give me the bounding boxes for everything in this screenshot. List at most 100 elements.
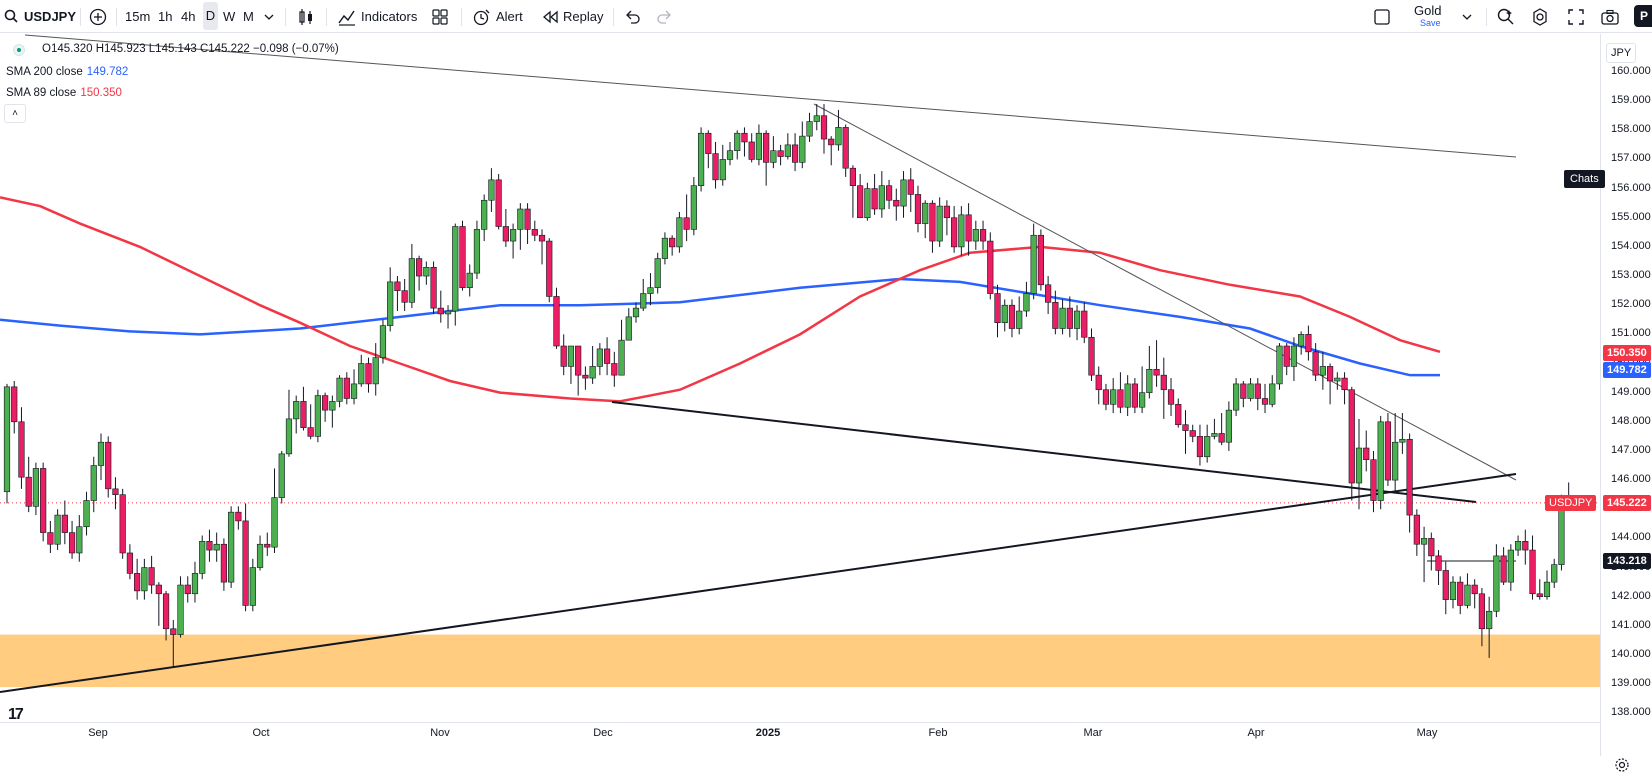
candle-down <box>322 395 329 411</box>
candle-down <box>155 584 162 595</box>
candle-down <box>748 141 755 160</box>
candle-up <box>1514 541 1522 551</box>
candle-down <box>1283 345 1290 367</box>
candle-down <box>394 281 401 291</box>
candle-up <box>661 237 669 259</box>
candle-down <box>791 144 799 163</box>
candle-up <box>488 179 495 201</box>
price-chart[interactable] <box>0 34 1600 722</box>
timeframe-1h[interactable]: 1h <box>158 9 173 24</box>
candle-down <box>893 199 900 207</box>
candle-down <box>1167 389 1175 405</box>
chevron-down-icon[interactable] <box>1460 7 1474 27</box>
candle-up <box>647 287 654 294</box>
market-status-dot[interactable] <box>13 44 25 56</box>
candle-down <box>553 296 560 347</box>
candle-down <box>914 194 922 224</box>
candle-down <box>560 345 567 367</box>
axis-settings-gear-icon[interactable] <box>1614 757 1630 773</box>
candle-down <box>437 307 444 315</box>
layout-square-icon[interactable] <box>1372 7 1392 27</box>
candle-up <box>256 543 264 568</box>
currency-label[interactable]: JPY <box>1606 43 1637 63</box>
candle-down <box>842 127 849 169</box>
candle-down <box>1117 389 1124 408</box>
candle-up <box>191 573 199 595</box>
settings-gear-icon[interactable] <box>1530 7 1550 27</box>
candle-up <box>423 267 430 277</box>
fullscreen-icon[interactable] <box>1566 7 1586 27</box>
candle-up <box>199 541 206 574</box>
profile-button[interactable]: P <box>1634 5 1652 27</box>
candle-down <box>401 290 408 303</box>
quick-search-icon[interactable] <box>1496 7 1516 27</box>
collapse-legend-button[interactable]: ˄ <box>4 104 26 123</box>
timeframe-15m[interactable]: 15m <box>125 9 151 24</box>
templates-grid-icon[interactable] <box>430 7 450 27</box>
alert-label: Alert <box>496 9 523 24</box>
candle-down <box>1095 374 1102 391</box>
layout-save-button[interactable]: Gold Save <box>1412 0 1466 33</box>
ascending-trendline <box>0 473 1517 693</box>
candle-down <box>416 258 423 277</box>
candle-up <box>54 514 61 545</box>
candle-down <box>25 476 32 507</box>
candle-down <box>820 115 828 140</box>
candle-down <box>1081 310 1088 338</box>
sma200-legend[interactable]: SMA 200 close 149.782 <box>6 66 128 78</box>
candle-down <box>1254 383 1261 399</box>
timeframe-w[interactable]: W <box>223 9 236 24</box>
candle-down <box>11 386 18 423</box>
chevron-down-icon[interactable] <box>262 7 276 27</box>
price-tick-label: 155.000 <box>1611 210 1651 223</box>
candle-down <box>1037 234 1044 286</box>
candle-down <box>1066 307 1073 329</box>
alert-button[interactable]: Alert <box>471 0 527 33</box>
candle-down <box>683 217 690 230</box>
redo-icon[interactable] <box>655 7 675 27</box>
sma200-price-badge: 149.782 <box>1603 362 1651 378</box>
candle-up <box>509 229 517 242</box>
save-label: Save <box>1420 18 1441 28</box>
candles-chart-type-icon[interactable] <box>296 7 316 27</box>
candle-down <box>849 167 857 186</box>
candle-up <box>97 441 105 466</box>
candle-down <box>1406 438 1413 516</box>
time-axis[interactable]: Sep Oct Nov Dec 2025 Feb Mar Apr May <box>0 722 1600 757</box>
timeframe-4h[interactable]: 4h <box>181 9 196 24</box>
candle-up <box>1290 345 1298 367</box>
candle-up <box>770 150 777 163</box>
candle-down <box>1153 369 1160 376</box>
candle-down <box>1312 351 1319 376</box>
undo-icon[interactable] <box>622 7 642 27</box>
candle-up <box>350 383 358 399</box>
candle-down <box>502 226 509 242</box>
candle-up <box>1030 234 1037 294</box>
candle-down <box>857 185 864 219</box>
candle-down <box>1363 447 1370 460</box>
sma89-label: SMA 89 close <box>6 87 77 99</box>
symbol-search[interactable]: USDJPY <box>4 0 76 33</box>
candle-up <box>726 150 734 160</box>
price-axis[interactable]: 160.000 159.000 158.000 157.000 156.000 155.0… <box>1600 34 1652 756</box>
time-tick-label: Sep <box>88 727 108 739</box>
search-icon <box>4 9 18 23</box>
sma89-legend[interactable]: SMA 89 close 150.350 <box>6 87 122 99</box>
candle-down <box>307 427 314 437</box>
candle-down <box>1428 538 1435 557</box>
candle-down <box>343 377 350 399</box>
compare-add-icon[interactable] <box>88 7 108 27</box>
candle-up <box>958 214 965 248</box>
support-zone <box>0 634 1600 688</box>
chats-button[interactable]: Chats <box>1564 170 1605 188</box>
tradingview-logo[interactable]: 17 <box>8 706 24 723</box>
indicators-button[interactable]: Indicators <box>337 0 419 33</box>
candle-down <box>1102 389 1110 405</box>
camera-snapshot-icon[interactable] <box>1600 7 1620 27</box>
timeframe-d[interactable]: D <box>203 2 218 30</box>
candle-down <box>712 153 719 181</box>
timeframe-m[interactable]: M <box>243 9 254 24</box>
replay-button[interactable]: Replay <box>541 0 607 33</box>
candle-up <box>596 348 603 367</box>
candle-down <box>1435 555 1442 571</box>
